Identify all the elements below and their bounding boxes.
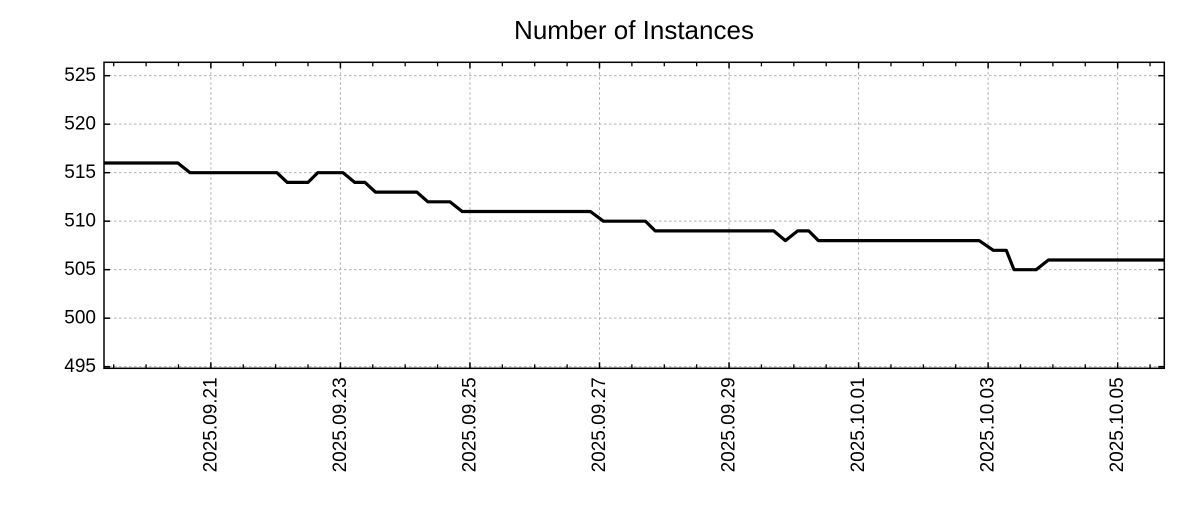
x-tick-label: 2025.09.21 [200, 377, 221, 472]
plot-border [103, 61, 1166, 370]
x-tick-label: 2025.09.25 [459, 377, 480, 472]
y-tick-label: 520 [64, 114, 96, 135]
chart-title: Number of Instances [514, 15, 754, 45]
y-tick-label: 510 [64, 211, 96, 232]
y-tick-label: 500 [64, 308, 96, 329]
y-tick-label: 515 [64, 162, 96, 183]
y-tick-label: 495 [64, 356, 96, 377]
y-tick-label: 505 [64, 259, 96, 280]
axis-label-layer: 495 500 505 510 515 520 525 2025.09.21 2025.09.2… [64, 65, 1128, 472]
series-layer [104, 161, 1165, 272]
x-tick-label: 2025.10.01 [848, 377, 869, 472]
x-tick-label: 2025.09.27 [589, 377, 610, 472]
x-tick-label: 2025.09.23 [330, 377, 351, 472]
series-line-instances [104, 161, 1165, 272]
x-tick-label: 2025.10.03 [978, 377, 999, 472]
x-tick-label: 2025.10.05 [1107, 377, 1128, 472]
x-tick-label: 2025.09.29 [719, 377, 740, 472]
y-tick-label: 525 [64, 65, 96, 86]
